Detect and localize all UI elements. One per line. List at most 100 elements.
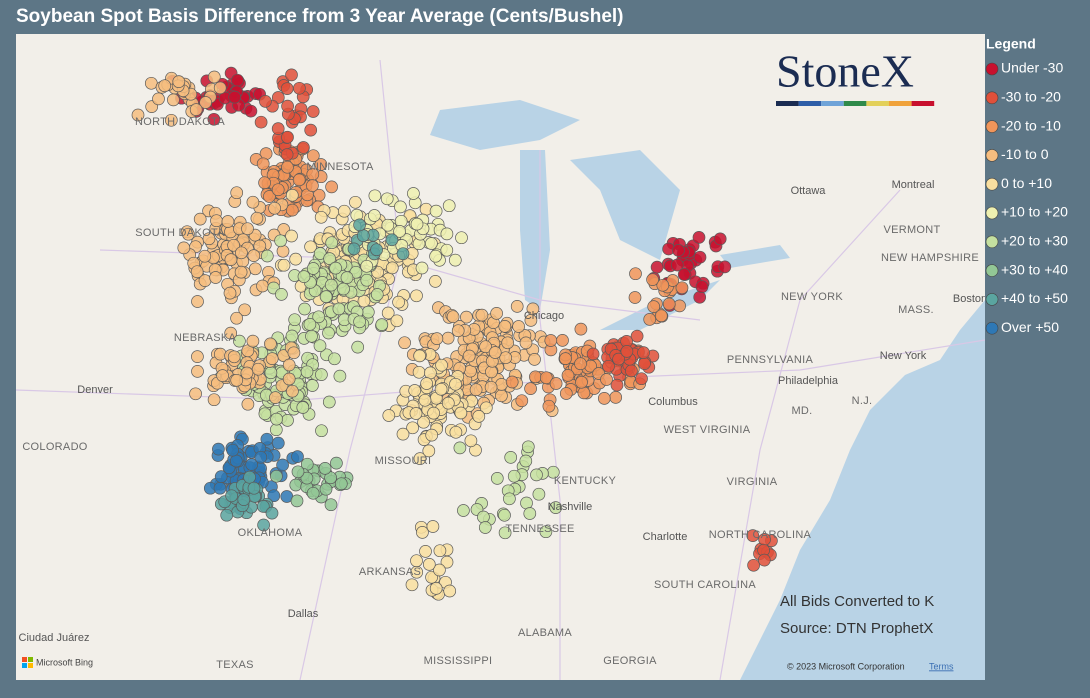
basis-point (693, 250, 707, 264)
basis-point (190, 265, 204, 279)
map-label: Charlotte (643, 531, 688, 543)
basis-point (559, 352, 572, 365)
basis-point (488, 346, 502, 359)
basis-point (469, 383, 483, 397)
legend-label: Over +50 (1001, 319, 1059, 335)
basis-point (337, 282, 350, 296)
basis-point (274, 234, 287, 248)
bing-icon (22, 657, 27, 662)
map-label: Denver (77, 384, 113, 396)
logo-bar-segment (843, 101, 867, 106)
basis-point (198, 249, 212, 263)
basis-point (427, 406, 440, 420)
basis-point (291, 450, 304, 463)
basis-point (356, 229, 370, 242)
map: NORTH DAKOTA MINNESOTA SOUTH DAKOTA NEBRASK… (16, 34, 985, 680)
map-label: PENNSYLVANIA (727, 354, 814, 366)
map-label: SOUTH CAROLINA (654, 579, 756, 591)
basis-point (380, 192, 394, 206)
map-label: Philadelphia (778, 375, 839, 387)
bing-text: Microsoft Bing (36, 657, 93, 667)
basis-point (454, 406, 468, 420)
basis-point (413, 349, 426, 363)
basis-point (418, 393, 432, 407)
basis-point (285, 188, 299, 202)
map-label: OKLAHOMA (238, 527, 303, 539)
basis-point (177, 241, 191, 255)
basis-point (512, 320, 525, 333)
basis-point (264, 366, 278, 380)
basis-point (282, 358, 296, 372)
basis-point (498, 320, 512, 333)
basis-point (544, 334, 558, 347)
basis-point (303, 318, 317, 331)
basis-point (234, 265, 248, 279)
basis-point (288, 313, 302, 327)
map-label: ALABAMA (518, 627, 572, 639)
map-label: New York (880, 350, 927, 362)
basis-point (318, 462, 332, 475)
basis-point (287, 346, 301, 360)
basis-point (271, 183, 285, 197)
basis-point (285, 68, 298, 82)
basis-point (662, 297, 676, 311)
basis-point (191, 295, 204, 308)
basis-point (385, 233, 399, 247)
basis-point (574, 322, 588, 336)
basis-point (747, 558, 760, 572)
basis-point (597, 392, 611, 405)
basis-point (247, 249, 261, 262)
basis-point (281, 130, 294, 144)
basis-point (297, 270, 311, 283)
basis-point (214, 470, 228, 483)
basis-point (285, 203, 299, 217)
legend-swatch (985, 62, 999, 76)
logo-bar-segment (889, 101, 912, 106)
basis-point (152, 92, 165, 106)
basis-point (672, 244, 685, 257)
basis-point (650, 260, 664, 274)
basis-point (381, 218, 395, 232)
basis-point (670, 258, 684, 272)
basis-point (647, 300, 661, 313)
basis-point (322, 326, 335, 340)
basis-point (245, 458, 259, 471)
basis-point (586, 347, 600, 361)
basis-point (446, 310, 460, 324)
basis-point (224, 253, 238, 266)
basis-point (296, 401, 310, 414)
basis-point (451, 324, 465, 338)
basis-point (462, 349, 476, 363)
basis-point (539, 525, 553, 539)
basis-point (475, 308, 489, 322)
basis-point (504, 451, 518, 464)
basis-point (293, 81, 306, 95)
basis-point (498, 508, 511, 522)
basis-point (322, 395, 336, 409)
map-label: MISSOURI (375, 455, 432, 467)
legend-swatch (985, 177, 999, 191)
basis-point (673, 299, 686, 313)
basis-point (271, 122, 285, 135)
basis-point (220, 508, 234, 522)
map-label: Ottawa (791, 185, 827, 197)
basis-point (422, 558, 436, 571)
basis-point (429, 275, 442, 288)
basis-point (443, 584, 457, 598)
basis-point (230, 186, 244, 200)
basis-point (202, 232, 216, 246)
terms-link[interactable]: Terms (929, 661, 954, 671)
basis-point (370, 243, 383, 257)
basis-point (333, 369, 347, 383)
legend-title: Legend (986, 36, 1036, 52)
basis-point (231, 73, 244, 87)
basis-point (319, 290, 333, 303)
legend-label: +10 to +20 (1001, 204, 1068, 220)
basis-point (158, 79, 172, 93)
basis-point (256, 157, 270, 171)
basis-point (370, 288, 384, 301)
basis-point (505, 375, 519, 389)
legend-label: -20 to -10 (1001, 117, 1061, 133)
